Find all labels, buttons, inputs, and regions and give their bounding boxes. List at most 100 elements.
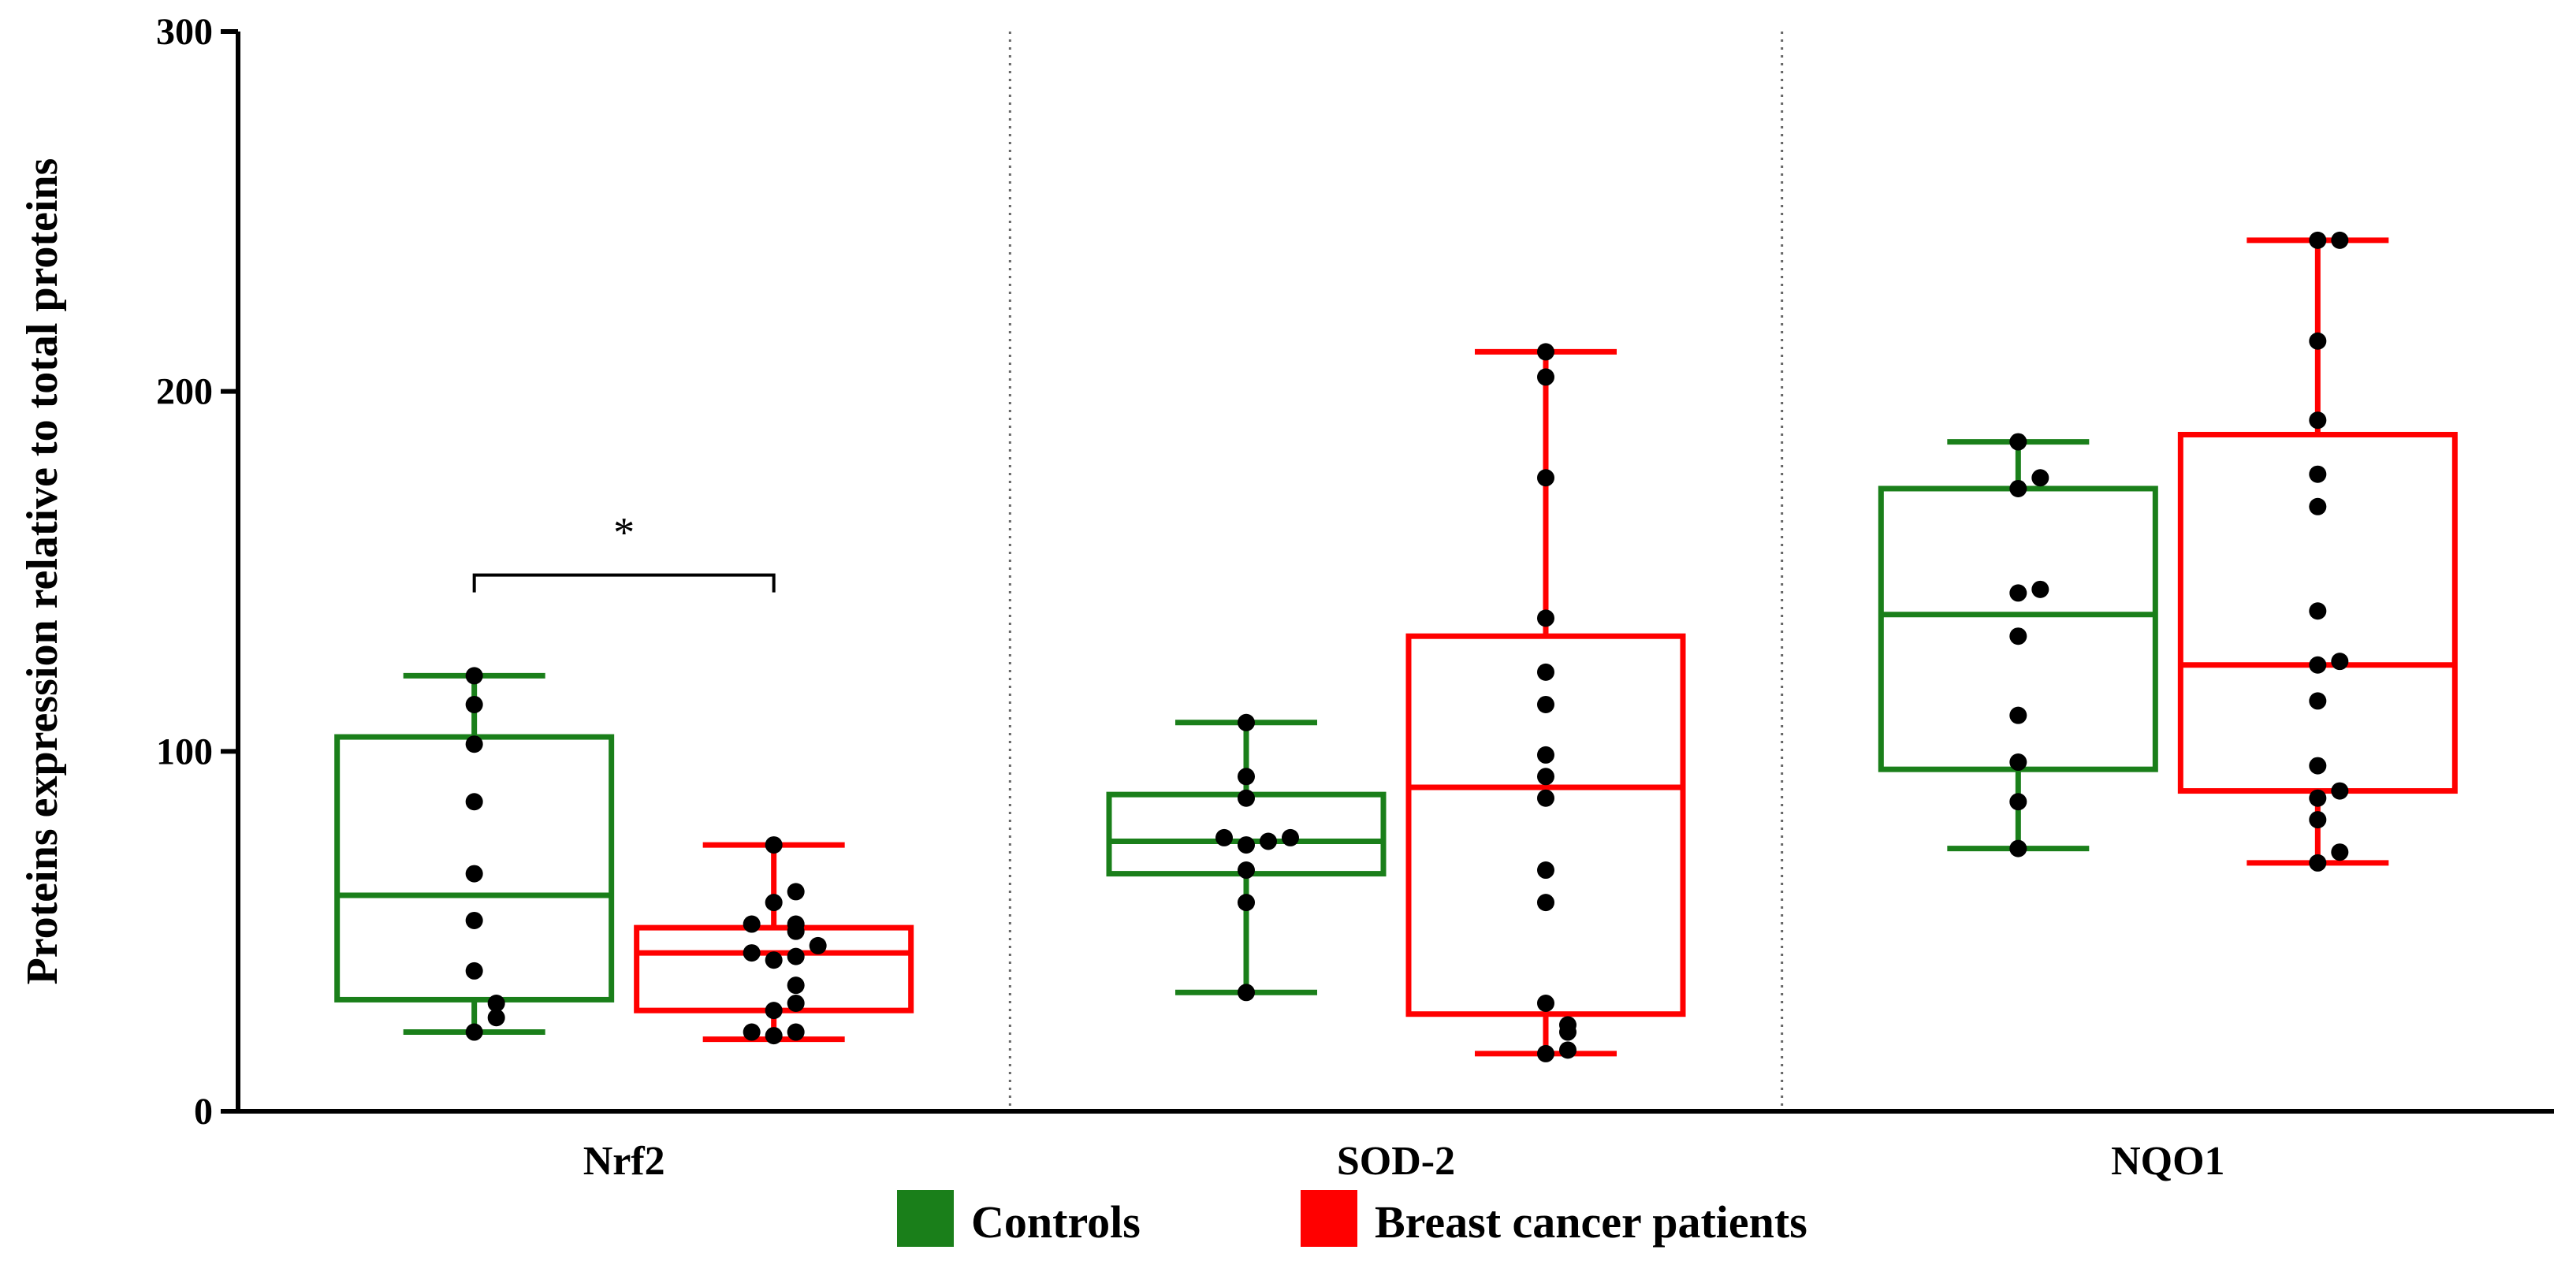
data-point (2309, 656, 2327, 674)
axes: 0 100 200 300 (156, 11, 2554, 1133)
y-tick-label: 200 (156, 371, 213, 413)
box-group (1878, 433, 2158, 857)
data-point (1537, 343, 1554, 361)
y-tick-label: 0 (194, 1091, 213, 1133)
data-point (787, 915, 805, 933)
data-point (1537, 1044, 1554, 1062)
data-point (1537, 609, 1554, 627)
data-point (2331, 653, 2349, 671)
data-point (1238, 768, 1255, 786)
data-point (465, 793, 483, 811)
data-point (1559, 1041, 1576, 1059)
data-point (465, 667, 483, 685)
annotations: * (472, 509, 776, 593)
y-ticks: 0 100 200 300 (156, 11, 238, 1133)
data-point (1537, 695, 1554, 713)
data-point (2009, 479, 2027, 497)
box-iqr (634, 924, 914, 1014)
box-group (2177, 231, 2458, 872)
significance-bracket (472, 573, 776, 593)
data-point (487, 1009, 505, 1027)
data-point (2009, 793, 2027, 811)
data-point (465, 1023, 483, 1041)
data-point (465, 695, 483, 713)
data-point (2331, 231, 2349, 249)
data-point (787, 1023, 805, 1041)
data-point (1282, 828, 1299, 846)
data-point (1537, 894, 1554, 912)
y-tick-label: 300 (156, 11, 213, 53)
data-point (2031, 580, 2049, 598)
data-point (743, 1023, 761, 1041)
category-label: SOD-2 (1337, 1139, 1455, 1184)
data-point (1260, 832, 1277, 850)
data-point (2009, 706, 2027, 724)
data-point (765, 1027, 783, 1045)
category-separators (1008, 32, 1784, 1111)
box-group (634, 836, 914, 1045)
data-point (1238, 894, 1255, 912)
data-point (743, 915, 761, 933)
box-iqr (1106, 791, 1387, 877)
data-point (1238, 861, 1255, 880)
significance-label: * (613, 509, 635, 556)
data-point (2309, 411, 2327, 430)
data-point (2309, 692, 2327, 710)
data-point (2309, 757, 2327, 775)
data-point (1238, 713, 1255, 731)
box-group (1405, 343, 1686, 1062)
box-group (1106, 713, 1387, 1002)
data-point (1537, 768, 1554, 786)
legend-label: Controls (971, 1196, 1141, 1248)
category-label: NQO1 (2111, 1139, 2224, 1184)
data-point (1559, 1016, 1576, 1034)
box-group (334, 667, 615, 1041)
box-iqr (1405, 633, 1686, 1017)
data-point (2309, 465, 2327, 483)
data-point (2009, 627, 2027, 645)
y-axis-title: Proteins expression relative to total pr… (18, 158, 67, 985)
data-point (2309, 789, 2327, 807)
data-point (787, 947, 805, 965)
data-point (1537, 789, 1554, 807)
data-point (809, 936, 827, 954)
data-point (2309, 811, 2327, 829)
data-point (2331, 782, 2349, 800)
data-point (1537, 368, 1554, 386)
data-point (765, 1002, 783, 1020)
data-point (765, 894, 783, 912)
data-point (2009, 584, 2027, 602)
data-point (765, 951, 783, 969)
data-point (2009, 753, 2027, 772)
data-point (2309, 854, 2327, 872)
data-point (787, 976, 805, 995)
data-point (743, 944, 761, 962)
data-point (1215, 828, 1233, 846)
category-labels: Nrf2 SOD-2 NQO1 (583, 1139, 2225, 1184)
data-point (1238, 836, 1255, 854)
data-point (2331, 843, 2349, 861)
data-point (465, 735, 483, 753)
data-point (465, 962, 483, 980)
data-point (1238, 984, 1255, 1002)
y-tick-label: 100 (156, 731, 213, 772)
data-point (765, 836, 783, 854)
data-point (1537, 469, 1554, 487)
data-point (2309, 497, 2327, 515)
data-point (487, 995, 505, 1012)
data-point (465, 865, 483, 883)
data-point (1537, 995, 1554, 1012)
boxes (334, 231, 2458, 1062)
data-point (2309, 231, 2327, 249)
data-point (1537, 663, 1554, 681)
legend-swatch (1301, 1190, 1357, 1247)
data-point (787, 995, 805, 1012)
legend-swatch (897, 1190, 954, 1247)
category-label: Nrf2 (583, 1139, 665, 1184)
data-point (1537, 746, 1554, 764)
data-point (465, 911, 483, 929)
data-point (787, 883, 805, 901)
data-point (2309, 332, 2327, 350)
data-point (2009, 839, 2027, 857)
